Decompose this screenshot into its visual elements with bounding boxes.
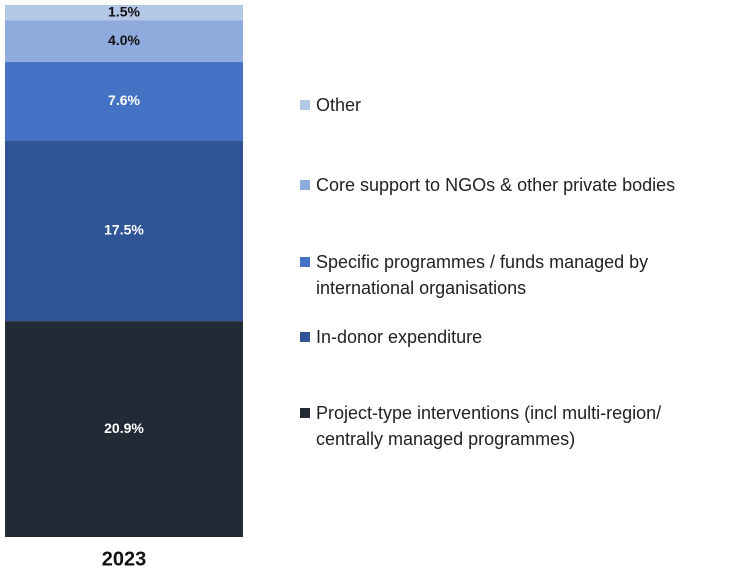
legend-swatch: [300, 408, 310, 418]
legend-item: Other: [300, 92, 725, 118]
legend-label: Core support to NGOs & other private bod…: [316, 175, 676, 195]
legend-swatch: [300, 257, 310, 267]
legend-swatch: [300, 180, 310, 190]
legend-label: Project-type interventions (incl multi-r…: [316, 403, 662, 449]
legend-item: Project-type interventions (incl multi-r…: [300, 400, 725, 452]
data-label: 4.0%: [108, 32, 140, 48]
legend-item: Specific programmes / funds managed by i…: [300, 249, 725, 301]
legend-label: In-donor expenditure: [316, 327, 483, 347]
legend-swatch: [300, 332, 310, 342]
bar-segment: [5, 61, 243, 141]
data-label: 1.5%: [108, 3, 140, 19]
bar-segment: [5, 321, 243, 537]
legend-item: Core support to NGOs & other private bod…: [300, 172, 725, 198]
legend-label: Specific programmes / funds managed by i…: [316, 252, 649, 298]
bar-segment: [5, 5, 243, 21]
bar-segment: [5, 140, 243, 322]
legend-item: In-donor expenditure: [300, 324, 725, 350]
bar-segment: [5, 20, 243, 62]
data-label: 20.9%: [104, 420, 144, 436]
legend-label: Other: [316, 95, 362, 115]
x-tick-label: 2023: [102, 548, 147, 570]
data-label: 17.5%: [104, 221, 144, 237]
legend-swatch: [300, 100, 310, 110]
data-label: 7.6%: [108, 92, 140, 108]
